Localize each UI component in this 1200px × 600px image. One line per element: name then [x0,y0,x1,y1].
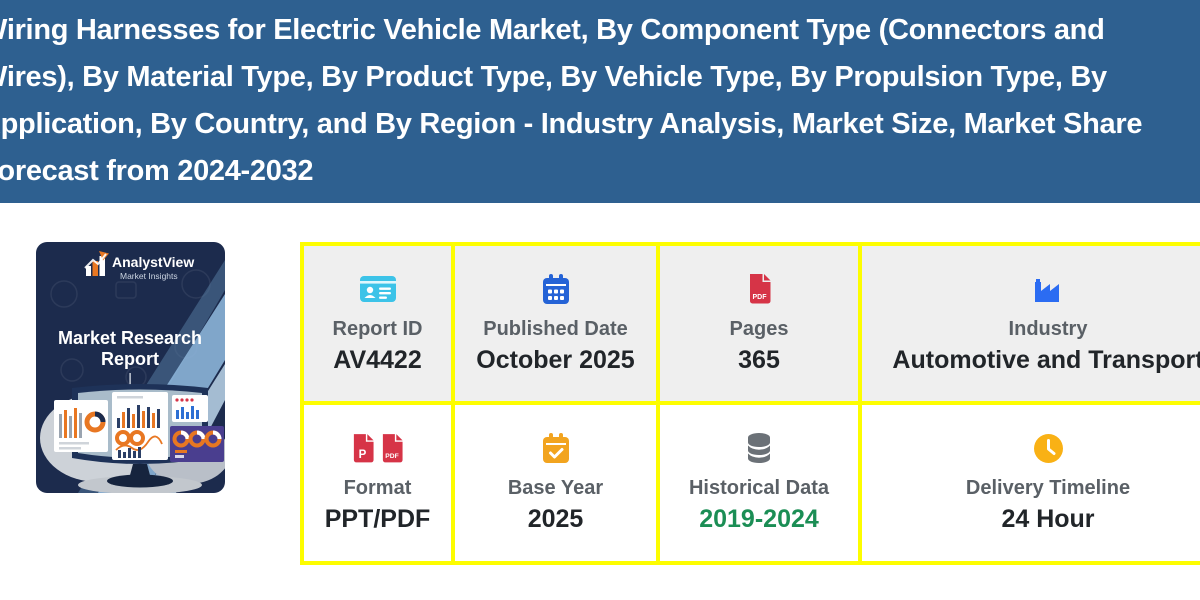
card-label: Pages [729,317,789,340]
card-value: October 2025 [476,345,635,374]
cover-illustration: AnalystView Market Insights Market Resea… [36,242,225,493]
card-delivery-timeline: Delivery Timeline 24 Hour [862,405,1200,561]
brand-logo-mark [84,251,109,276]
cover-chart-right [172,395,208,422]
calendar-icon [541,273,571,305]
card-label: Base Year [507,477,604,499]
card-historical-data: Historical Data 2019-2024 [660,405,858,561]
card-value: 365 [738,345,780,374]
page-header: Wiring Harnesses for Electric Vehicle Ma… [0,0,1200,203]
svg-text:PDF: PDF [385,453,398,460]
factory-icon [1032,273,1064,305]
clock-icon [1033,432,1064,464]
pdf-file-icon: PDF [382,434,403,463]
cover-caption-line1: Market Research [58,328,202,348]
cover-chart-center [112,392,168,460]
cover-caption-line2: Report [101,349,159,369]
card-label: Format [343,477,412,499]
card-value: 24 Hour [1001,505,1095,533]
svg-text:PDF: PDF [752,294,767,301]
card-value: PPT/PDF [324,505,431,533]
card-value: AV4422 [333,345,422,374]
cover-chart-left [54,400,108,452]
card-value: 2019-2024 [699,505,819,533]
card-label: Report ID [332,317,423,340]
page-title: Wiring Harnesses for Electric Vehicle Ma… [0,7,1142,195]
title-line-4: Forecast from 2024-2032 [0,155,314,187]
card-base-year: Base Year 2025 [455,405,656,561]
card-label: Historical Data [688,477,830,499]
ppt-pdf-file-icons: P PDF [351,432,404,464]
card-label: Published Date [483,317,628,340]
card-format: P PDF Format PPT/PDF [304,405,451,561]
id-card-icon [359,273,397,305]
card-report-id: Report ID AV4422 [304,246,451,401]
card-published-date: Published Date October 2025 [455,246,656,401]
title-line-1: Wiring Harnesses for Electric Vehicle Ma… [0,14,1105,46]
svg-text:P: P [359,449,367,461]
card-label: Industry [1008,317,1088,340]
card-value: Automotive and Transport [892,345,1200,374]
report-cover-image: AnalystView Market Insights Market Resea… [36,242,225,493]
title-line-3: Application, By Country, and By Region -… [0,108,1143,140]
pdf-file-icon: PDF [747,273,772,305]
database-icon [745,432,773,464]
title-line-2: Wires), By Material Type, By Product Typ… [0,61,1107,93]
brand-name: AnalystView [112,254,194,270]
cover-chart-purple [170,426,224,462]
card-industry: Industry Automotive and Transport [862,246,1200,401]
card-value: 2025 [527,505,584,533]
card-label: Delivery Timeline [965,477,1131,499]
brand-subtitle: Market Insights [120,271,178,281]
card-pages: PDF Pages 365 [660,246,858,401]
report-info-grid: Report ID AV4422 Published Dat [300,242,1200,565]
ppt-file-icon: P [353,434,374,463]
calendar-check-icon [541,432,571,464]
